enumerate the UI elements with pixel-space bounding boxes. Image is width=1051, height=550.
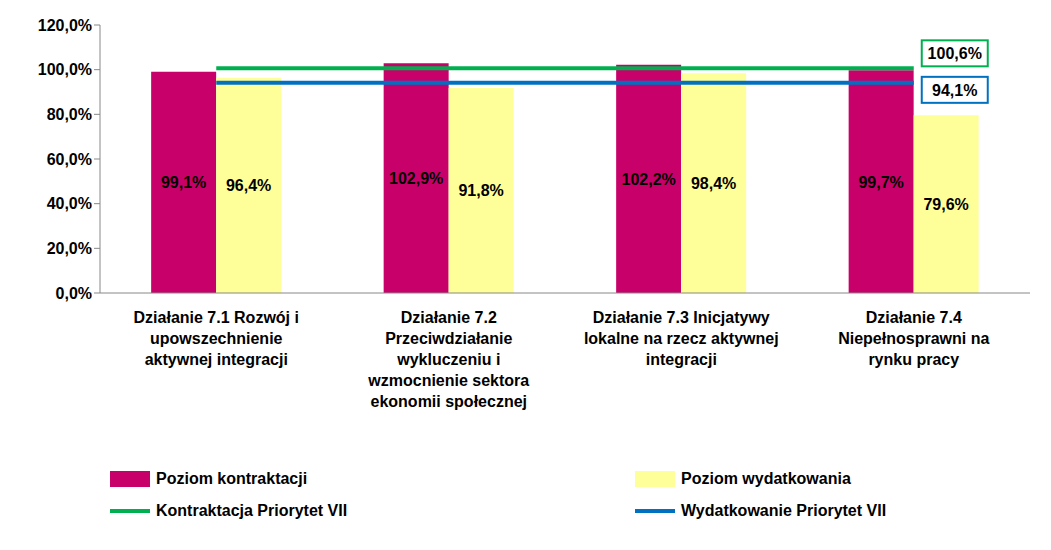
- svg-text:102,9%: 102,9%: [389, 170, 443, 187]
- html-text:Poziom kontraktacji: Poziom kontraktacji: [156, 470, 308, 487]
- svg-text:80,0%: 80,0%: [47, 106, 92, 123]
- svg-text:20,0%: 20,0%: [47, 240, 92, 257]
- svg-text:Działanie 7.2Przeciwdziałaniew: Działanie 7.2Przeciwdziałaniewykluczeniu…: [367, 309, 529, 410]
- svg-text:99,1%: 99,1%: [161, 174, 206, 191]
- svg-text:100,6%: 100,6%: [928, 45, 982, 62]
- svg-text:Działanie 7.3 Inicjatywylokaln: Działanie 7.3 Inicjatywylokalne na rzecz…: [584, 309, 779, 368]
- svg-text:79,6%: 79,6%: [923, 196, 968, 213]
- svg-text:94,1%: 94,1%: [932, 82, 977, 99]
- html-text:Wydatkowanie Priorytet VII: Wydatkowanie Priorytet VII: [681, 502, 887, 519]
- svg-text:100,0%: 100,0%: [38, 61, 92, 78]
- svg-text:120,0%: 120,0%: [38, 17, 92, 34]
- svg-text:Działanie 7.4Niepełnosprawni n: Działanie 7.4Niepełnosprawni narynku pra…: [838, 309, 989, 368]
- svg-text:0,0%: 0,0%: [56, 285, 92, 302]
- svg-text:102,2%: 102,2%: [622, 171, 676, 188]
- svg-text:99,7%: 99,7%: [858, 174, 903, 191]
- svg-text:Działanie 7.1 Rozwój iupowszec: Działanie 7.1 Rozwój iupowszechnienieakt…: [134, 309, 299, 368]
- svg-text:91,8%: 91,8%: [458, 182, 503, 199]
- svg-text:40,0%: 40,0%: [47, 195, 92, 212]
- svg-text:60,0%: 60,0%: [47, 151, 92, 168]
- svg-text:96,4%: 96,4%: [226, 177, 271, 194]
- html-text:Poziom wydatkowania: Poziom wydatkowania: [681, 470, 851, 487]
- html-text:Kontraktacja Priorytet VII: Kontraktacja Priorytet VII: [156, 502, 348, 519]
- svg-text:98,4%: 98,4%: [691, 175, 736, 192]
